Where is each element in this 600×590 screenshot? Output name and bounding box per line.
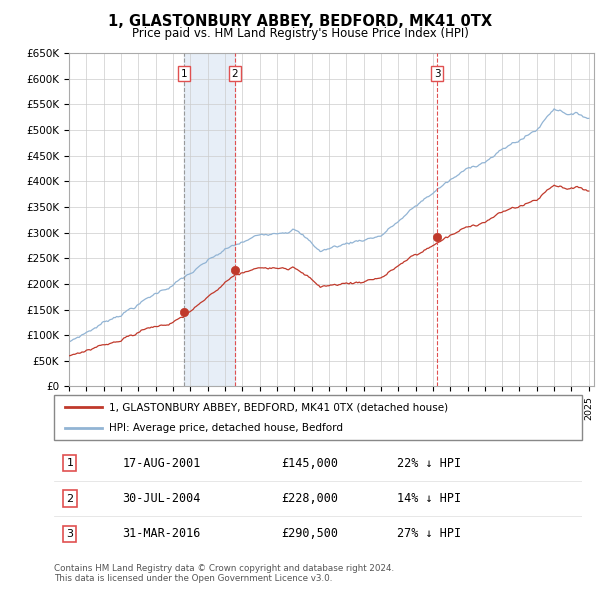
- FancyBboxPatch shape: [54, 395, 582, 440]
- Text: Contains HM Land Registry data © Crown copyright and database right 2024.
This d: Contains HM Land Registry data © Crown c…: [54, 563, 394, 583]
- Text: £228,000: £228,000: [281, 492, 338, 505]
- Text: 1: 1: [181, 68, 187, 78]
- Text: 14% ↓ HPI: 14% ↓ HPI: [397, 492, 461, 505]
- Text: 2: 2: [232, 68, 238, 78]
- Text: 31-MAR-2016: 31-MAR-2016: [122, 527, 201, 540]
- Text: 3: 3: [67, 529, 73, 539]
- Text: £290,500: £290,500: [281, 527, 338, 540]
- Text: 1, GLASTONBURY ABBEY, BEDFORD, MK41 0TX: 1, GLASTONBURY ABBEY, BEDFORD, MK41 0TX: [108, 14, 492, 29]
- Text: 30-JUL-2004: 30-JUL-2004: [122, 492, 201, 505]
- Text: 22% ↓ HPI: 22% ↓ HPI: [397, 457, 461, 470]
- Text: 3: 3: [434, 68, 440, 78]
- Text: 1, GLASTONBURY ABBEY, BEDFORD, MK41 0TX (detached house): 1, GLASTONBURY ABBEY, BEDFORD, MK41 0TX …: [109, 402, 449, 412]
- Text: £145,000: £145,000: [281, 457, 338, 470]
- Text: 2: 2: [66, 494, 73, 503]
- Text: 1: 1: [67, 458, 73, 468]
- Text: Price paid vs. HM Land Registry's House Price Index (HPI): Price paid vs. HM Land Registry's House …: [131, 27, 469, 40]
- Text: 27% ↓ HPI: 27% ↓ HPI: [397, 527, 461, 540]
- Text: HPI: Average price, detached house, Bedford: HPI: Average price, detached house, Bedf…: [109, 422, 343, 432]
- Bar: [184, 53, 235, 386]
- Text: 17-AUG-2001: 17-AUG-2001: [122, 457, 201, 470]
